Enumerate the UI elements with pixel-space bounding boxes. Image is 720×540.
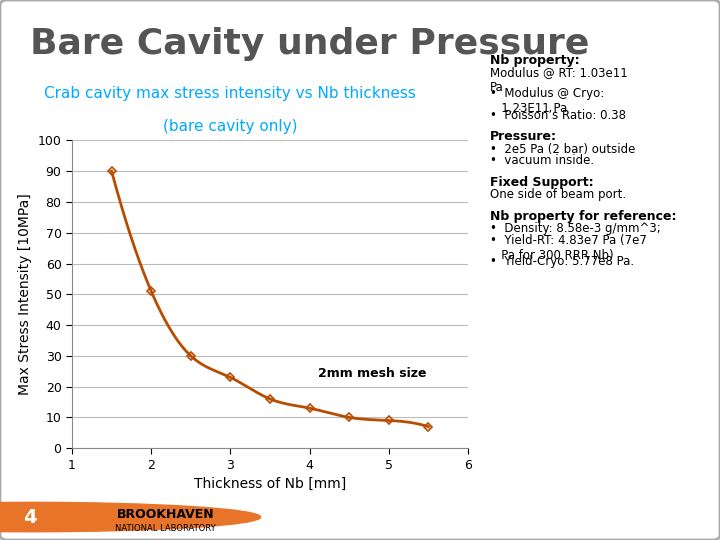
Y-axis label: Max Stress Intensity [10MPa]: Max Stress Intensity [10MPa] [18, 193, 32, 395]
Text: •  Modulus @ Cryo:
   1.23E11 Pa: • Modulus @ Cryo: 1.23E11 Pa [490, 87, 604, 116]
Text: Nb property:: Nb property: [490, 54, 579, 67]
Text: •  Yield-RT: 4.83e7 Pa (7e7
   Pa for 300 RRR Nb): • Yield-RT: 4.83e7 Pa (7e7 Pa for 300 RR… [490, 234, 647, 262]
Text: Nb property for reference:: Nb property for reference: [490, 210, 676, 223]
Text: NATIONAL LABORATORY: NATIONAL LABORATORY [115, 524, 216, 533]
Text: 2mm mesh size: 2mm mesh size [318, 368, 426, 381]
Text: 4: 4 [24, 508, 37, 526]
X-axis label: Thickness of Nb [mm]: Thickness of Nb [mm] [194, 477, 346, 491]
Circle shape [0, 502, 261, 532]
Text: Pressure:: Pressure: [490, 130, 557, 143]
Text: Bare Cavity under Pressure: Bare Cavity under Pressure [30, 27, 589, 61]
Text: BROOKHAVEN: BROOKHAVEN [117, 508, 215, 521]
Text: Fixed Support:: Fixed Support: [490, 176, 593, 189]
Text: •  vacuum inside.: • vacuum inside. [490, 154, 594, 167]
Text: •  Poisson’s Ratio: 0.38: • Poisson’s Ratio: 0.38 [490, 109, 626, 122]
Text: •  2e5 Pa (2 bar) outside: • 2e5 Pa (2 bar) outside [490, 143, 635, 156]
Text: Modulus @ RT: 1.03e11
Pa: Modulus @ RT: 1.03e11 Pa [490, 66, 627, 94]
Text: •  Density: 8.58e-3 g/mm^3;: • Density: 8.58e-3 g/mm^3; [490, 222, 660, 235]
Text: (bare cavity only): (bare cavity only) [163, 119, 297, 134]
FancyBboxPatch shape [0, 0, 720, 540]
Text: One side of beam port.: One side of beam port. [490, 188, 626, 201]
Text: •  Yield-Cryo: 5.77e8 Pa.: • Yield-Cryo: 5.77e8 Pa. [490, 255, 634, 268]
Text: Crab cavity max stress intensity vs Nb thickness: Crab cavity max stress intensity vs Nb t… [45, 86, 416, 102]
